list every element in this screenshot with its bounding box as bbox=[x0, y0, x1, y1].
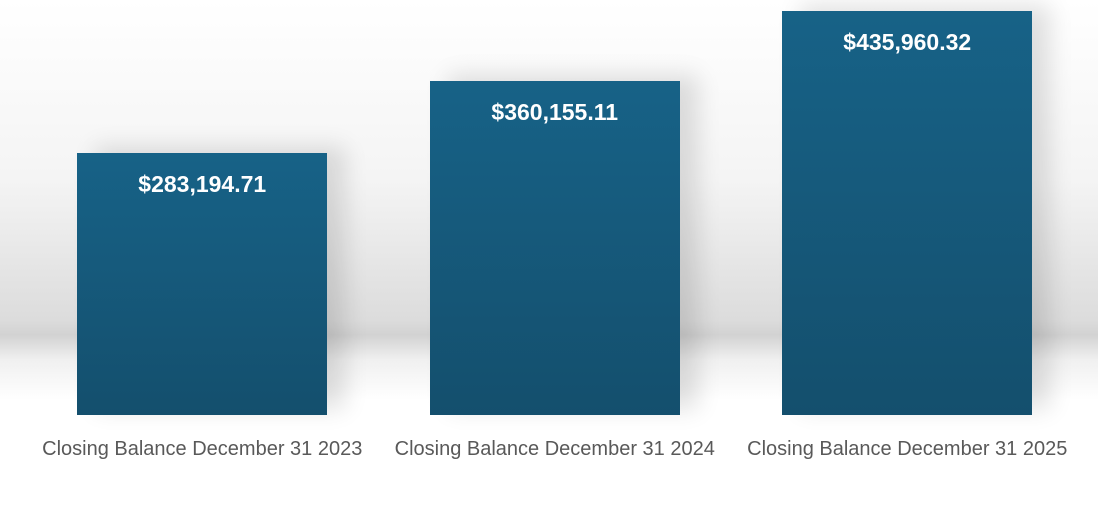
bar bbox=[429, 81, 680, 415]
bar bbox=[782, 11, 1033, 415]
bar bbox=[77, 152, 328, 415]
data-label: $360,155.11 bbox=[491, 99, 619, 126]
x-tick-label: Closing Balance December 31 2023 bbox=[42, 438, 363, 460]
data-label: $283,194.71 bbox=[138, 170, 267, 197]
data-label: $435,960.32 bbox=[843, 29, 972, 55]
x-tick-label: Closing Balance December 31 2024 bbox=[394, 438, 715, 460]
x-tick-label: Closing Balance December 31 2025 bbox=[747, 438, 1068, 460]
